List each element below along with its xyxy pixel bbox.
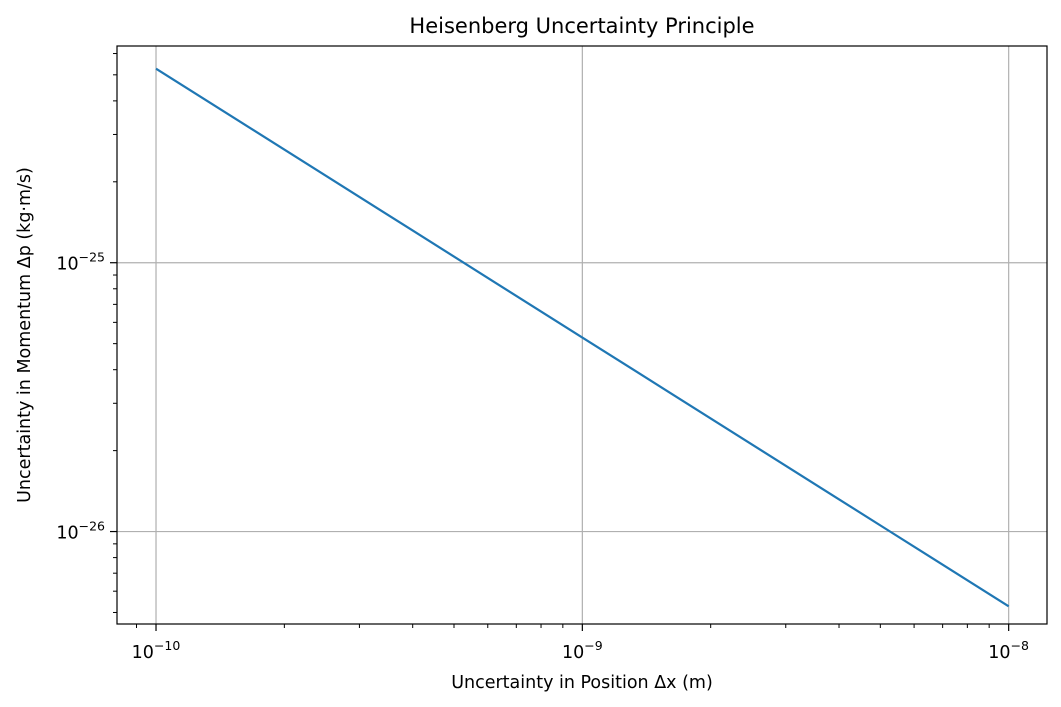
major-ticks-layer (110, 262, 1010, 631)
y-tick-label: 10−25 (56, 250, 105, 275)
y-axis-label: Uncertainty in Momentum Δp (kg·m/s) (15, 167, 35, 503)
minor-ticks-layer (113, 53, 990, 628)
y-tick-label: 10−26 (56, 519, 105, 544)
x-tick-label: 10−8 (988, 638, 1029, 663)
x-axis-label: Uncertainty in Position Δx (m) (451, 673, 713, 693)
tick-labels-layer: 10−10 10−9 10−8 10−26 10−25 (56, 250, 1029, 663)
x-tick-label: 10−10 (132, 638, 181, 663)
series-layer (155, 67, 1010, 608)
series-line (155, 67, 1010, 608)
x-tick-label: 10−9 (562, 638, 603, 663)
chart-title: Heisenberg Uncertainty Principle (409, 14, 754, 38)
